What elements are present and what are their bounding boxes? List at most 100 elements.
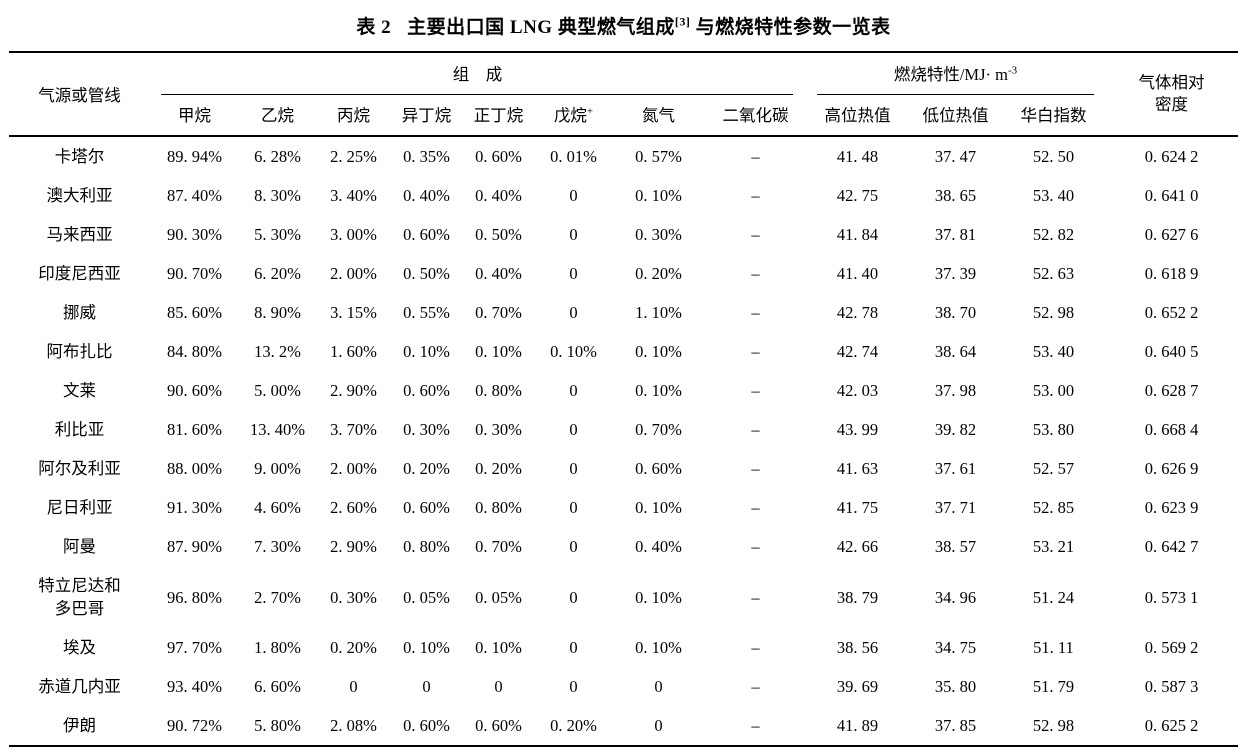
cell-propane: 3. 15% — [330, 303, 377, 322]
cell-pentane-plus: 0 — [569, 638, 578, 657]
cell-n-butane: 0. 20% — [475, 459, 522, 478]
cell-lhv: 37. 98 — [934, 381, 977, 400]
table-number: 表 2 — [356, 17, 392, 38]
cell-n-butane: 0. 40% — [475, 186, 522, 205]
cell-propane: 0 — [349, 677, 358, 696]
cell-ethane: 5. 00% — [254, 381, 301, 400]
cell-pentane-plus: 0 — [569, 381, 578, 400]
cell-ethane: 6. 28% — [254, 147, 301, 166]
unit-exponent: -3 — [1007, 64, 1018, 77]
header-group-row: 气源或管线 组 成 燃烧特性/MJ· m-3 气体相对 密度 — [9, 52, 1238, 137]
table-row: 特立尼达和 多巴哥 96. 80% 2. 70% 0. 30% 0. 05% 0. 05% 0… — [9, 566, 1237, 628]
cell-carbon-dioxide: – — [751, 716, 760, 735]
table-row: 阿曼 87. 90% 7. 30% 2. 90% 0. 80% 0. 70% 0 0. 40%… — [9, 527, 1237, 566]
cell-pentane-plus: 0 — [569, 537, 578, 556]
cell-methane: 84. 80% — [166, 342, 222, 361]
cell-nitrogen: 0 — [654, 677, 663, 696]
cell-ethane: 5. 30% — [254, 225, 301, 244]
col-header-pentane-plus: 戊烷+ — [535, 95, 612, 137]
cell-methane: 87. 40% — [166, 186, 222, 205]
cell-carbon-dioxide: – — [751, 147, 760, 166]
table-row: 印度尼西亚 90. 70% 6. 20% 2. 00% 0. 50% 0. 40% 0 0. … — [9, 254, 1237, 293]
cell-carbon-dioxide: – — [751, 587, 760, 607]
cell-relative-density: 0. 618 9 — [1144, 264, 1199, 283]
cell-hhv: 42. 74 — [836, 342, 879, 361]
cell-relative-density: 0. 573 1 — [1144, 587, 1199, 607]
cell-relative-density: 0. 641 0 — [1144, 186, 1199, 205]
cell-relative-density: 0. 623 9 — [1144, 498, 1199, 517]
col-header-carbon-dioxide: 二氧化碳 — [705, 95, 806, 137]
cell-hhv: 42. 78 — [836, 303, 879, 322]
cell-wobbe-index: 52. 98 — [1032, 716, 1075, 735]
cell-nitrogen: 0. 40% — [635, 537, 682, 556]
col-header-n-butane: 正丁烷 — [461, 95, 536, 137]
cell-n-butane: 0. 60% — [475, 716, 522, 735]
cell-hhv: 41. 84 — [836, 225, 879, 244]
row-label: 挪威 — [62, 303, 96, 322]
cell-carbon-dioxide: – — [751, 677, 760, 696]
cell-carbon-dioxide: – — [751, 264, 760, 283]
cell-wobbe-index: 53. 00 — [1032, 381, 1075, 400]
cell-isobutane: 0. 10% — [403, 342, 450, 361]
cell-pentane-plus: 0 — [569, 587, 578, 607]
col-header-lhv: 低位热值 — [909, 95, 1002, 137]
cell-isobutane: 0. 40% — [403, 186, 450, 205]
cell-wobbe-index: 53. 40 — [1032, 342, 1075, 361]
cell-ethane: 6. 60% — [254, 677, 301, 696]
row-label: 阿布扎比 — [46, 342, 113, 361]
cell-pentane-plus: 0 — [569, 264, 578, 283]
col-header-wobbe-index: 华白指数 — [1001, 95, 1106, 137]
cell-lhv: 34. 96 — [934, 587, 977, 607]
cell-pentane-plus: 0 — [569, 498, 578, 517]
cell-methane: 90. 70% — [166, 264, 222, 283]
cell-wobbe-index: 52. 82 — [1032, 225, 1075, 244]
cell-ethane: 6. 20% — [254, 264, 301, 283]
col-header-isobutane: 异丁烷 — [391, 95, 462, 137]
cell-methane: 90. 30% — [166, 225, 222, 244]
cell-nitrogen: 0. 60% — [635, 459, 682, 478]
cell-nitrogen: 0. 70% — [635, 420, 682, 439]
cell-carbon-dioxide: – — [751, 342, 760, 361]
col-header-relative-density: 气体相对 密度 — [1105, 52, 1238, 137]
cell-isobutane: 0. 10% — [403, 638, 450, 657]
cell-relative-density: 0. 569 2 — [1144, 638, 1199, 657]
group-header-combustion: 燃烧特性/MJ· m-3 — [805, 52, 1105, 95]
cell-propane: 0. 20% — [330, 638, 377, 657]
cell-propane: 2. 25% — [330, 147, 377, 166]
cell-propane: 3. 70% — [330, 420, 377, 439]
cell-propane: 1. 60% — [330, 342, 377, 361]
cell-n-butane: 0. 70% — [475, 303, 522, 322]
cell-wobbe-index: 53. 21 — [1032, 537, 1075, 556]
table-row: 马来西亚 90. 30% 5. 30% 3. 00% 0. 60% 0. 50% 0 0. 3… — [9, 215, 1237, 254]
cell-ethane: 1. 80% — [254, 638, 301, 657]
lng-composition-table: 气源或管线 组 成 燃烧特性/MJ· m-3 气体相对 密度 甲烷 乙烷 丙烷 … — [9, 51, 1238, 747]
table-row: 赤道几内亚 93. 40% 6. 60% 0 0 0 0 0 – 39. 69 35. 80 51. … — [9, 667, 1237, 706]
cell-carbon-dioxide: – — [751, 498, 760, 517]
cell-lhv: 37. 85 — [934, 716, 977, 735]
cell-propane: 2. 90% — [330, 537, 377, 556]
row-label: 赤道几内亚 — [38, 677, 121, 696]
cell-n-butane: 0. 10% — [475, 638, 522, 657]
cell-hhv: 38. 79 — [836, 587, 879, 607]
cell-relative-density: 0. 587 3 — [1144, 677, 1199, 696]
cell-pentane-plus: 0. 01% — [550, 147, 597, 166]
cell-carbon-dioxide: – — [751, 459, 760, 478]
cell-nitrogen: 0 — [654, 716, 663, 735]
cell-lhv: 38. 64 — [934, 342, 977, 361]
cell-ethane: 8. 30% — [254, 186, 301, 205]
cell-ethane: 2. 70% — [254, 587, 301, 607]
table-header: 气源或管线 组 成 燃烧特性/MJ· m-3 气体相对 密度 甲烷 乙烷 丙烷 … — [9, 52, 1238, 137]
row-label: 阿尔及利亚 — [38, 459, 121, 478]
row-label: 印度尼西亚 — [38, 264, 121, 283]
cell-methane: 97. 70% — [166, 638, 222, 657]
cell-lhv: 37. 61 — [934, 459, 977, 478]
cell-ethane: 4. 60% — [254, 498, 301, 517]
cell-ethane: 13. 40% — [249, 420, 305, 439]
cell-wobbe-index: 52. 98 — [1032, 303, 1075, 322]
cell-nitrogen: 0. 10% — [635, 587, 682, 607]
cell-n-butane: 0. 10% — [475, 342, 522, 361]
table-row: 利比亚 81. 60% 13. 40% 3. 70% 0. 30% 0. 30% 0 0. 7… — [9, 410, 1237, 449]
cell-hhv: 42. 03 — [836, 381, 879, 400]
cell-lhv: 38. 57 — [934, 537, 977, 556]
